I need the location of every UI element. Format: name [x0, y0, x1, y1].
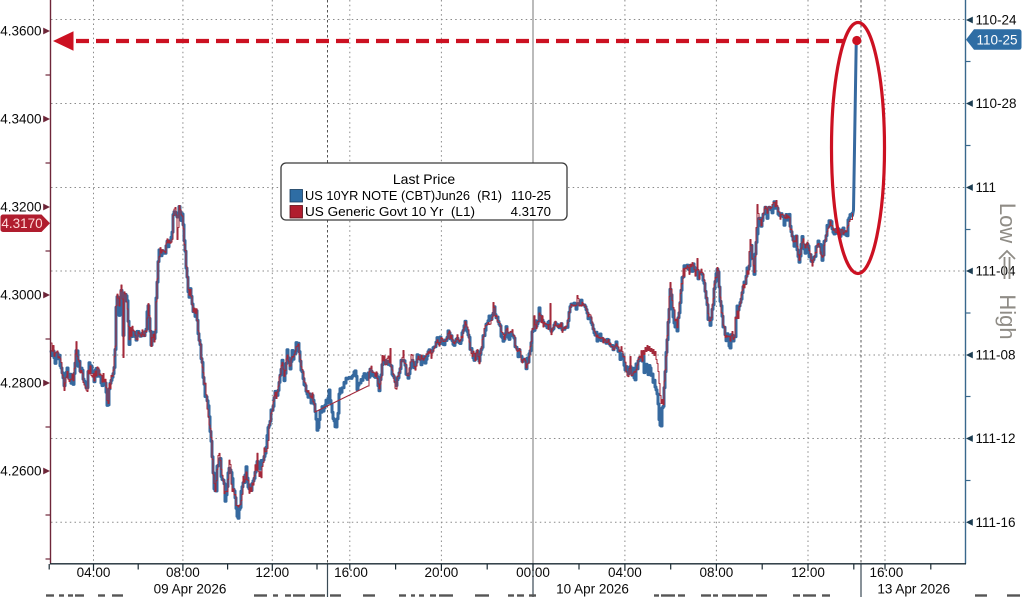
svg-text:US 10YR NOTE (CBT)Jun26 (R1): US 10YR NOTE (CBT)Jun26 (R1)	[305, 188, 502, 203]
svg-text:4.3000: 4.3000	[0, 288, 41, 303]
svg-text:110-25: 110-25	[976, 33, 1017, 48]
svg-text:4.3600: 4.3600	[0, 24, 41, 39]
svg-text:4.3400: 4.3400	[0, 112, 41, 127]
svg-text:00:00: 00:00	[516, 565, 550, 580]
svg-text:Low: Low	[995, 203, 1020, 243]
svg-text:US Generic Govt 10 Yr (L1): US Generic Govt 10 Yr (L1)	[305, 204, 475, 219]
svg-text:4.2600: 4.2600	[0, 464, 41, 479]
svg-text:16:00: 16:00	[334, 565, 368, 580]
svg-text:08:00: 08:00	[166, 565, 200, 580]
svg-text:13 Apr 2026: 13 Apr 2026	[877, 582, 950, 597]
svg-text:111-08: 111-08	[976, 348, 1016, 363]
svg-text:20:00: 20:00	[425, 565, 459, 580]
svg-text:04:00: 04:00	[608, 565, 642, 580]
svg-text:04:00: 04:00	[77, 565, 111, 580]
svg-text:111-12: 111-12	[976, 431, 1016, 446]
svg-text:110-28: 110-28	[976, 96, 1017, 111]
svg-text:Last Price: Last Price	[393, 171, 455, 187]
svg-text:110-25: 110-25	[511, 188, 551, 203]
svg-text:4.3200: 4.3200	[0, 200, 41, 215]
svg-text:4.2800: 4.2800	[0, 376, 41, 391]
svg-text:High: High	[995, 294, 1020, 339]
svg-text:110-24: 110-24	[976, 13, 1018, 28]
svg-text:16:00: 16:00	[870, 565, 904, 580]
svg-text:12:00: 12:00	[791, 565, 825, 580]
svg-text:111-16: 111-16	[976, 515, 1016, 530]
svg-text:08:00: 08:00	[700, 565, 734, 580]
svg-text:111-04: 111-04	[976, 264, 1017, 279]
svg-text:4.3170: 4.3170	[1, 216, 42, 231]
svg-text:111: 111	[976, 180, 997, 195]
svg-text:10 Apr 2026: 10 Apr 2026	[556, 582, 629, 597]
svg-text:12:00: 12:00	[255, 565, 289, 580]
svg-text:09 Apr 2026: 09 Apr 2026	[154, 582, 227, 597]
svg-text:4.3170: 4.3170	[511, 204, 551, 219]
